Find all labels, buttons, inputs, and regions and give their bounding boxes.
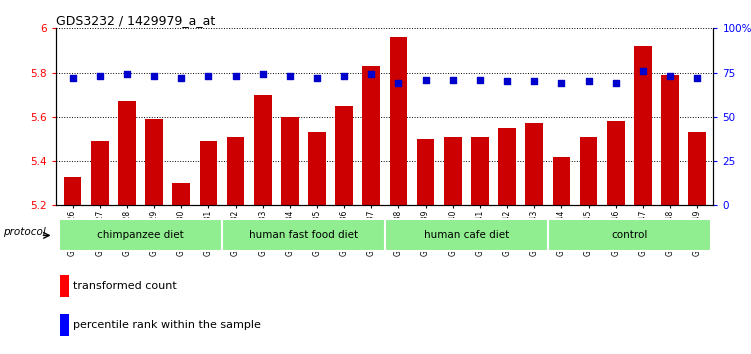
- Bar: [59, 219, 222, 251]
- Text: transformed count: transformed count: [73, 281, 176, 291]
- Bar: [222, 219, 385, 251]
- Bar: [308, 132, 326, 205]
- Bar: [498, 128, 516, 205]
- Bar: [60, 314, 69, 336]
- Point: [257, 72, 269, 77]
- Bar: [385, 219, 547, 251]
- Bar: [526, 124, 543, 205]
- Text: GDS3232 / 1429979_a_at: GDS3232 / 1429979_a_at: [56, 14, 216, 27]
- Point: [501, 79, 513, 84]
- Point: [556, 80, 568, 86]
- Bar: [553, 156, 570, 205]
- Bar: [689, 132, 706, 205]
- Point: [393, 80, 405, 86]
- Point: [311, 75, 323, 81]
- Bar: [363, 66, 380, 205]
- Bar: [580, 137, 597, 205]
- Bar: [336, 106, 353, 205]
- Point: [67, 75, 79, 81]
- Point: [284, 73, 296, 79]
- Text: protocol: protocol: [3, 227, 46, 237]
- Bar: [547, 219, 710, 251]
- Point: [94, 73, 106, 79]
- Bar: [471, 137, 489, 205]
- Point: [447, 77, 459, 82]
- Bar: [281, 117, 299, 205]
- Point: [528, 79, 540, 84]
- Bar: [64, 177, 81, 205]
- Text: chimpanzee diet: chimpanzee diet: [97, 230, 184, 240]
- Point: [230, 73, 242, 79]
- Bar: [634, 46, 652, 205]
- Bar: [200, 141, 217, 205]
- Point: [637, 68, 649, 74]
- Point: [175, 75, 187, 81]
- Point: [610, 80, 622, 86]
- Point: [691, 75, 703, 81]
- Bar: [417, 139, 434, 205]
- Point: [338, 73, 350, 79]
- Point: [202, 73, 214, 79]
- Bar: [145, 119, 163, 205]
- Bar: [390, 37, 407, 205]
- Text: human fast food diet: human fast food diet: [249, 230, 358, 240]
- Bar: [173, 183, 190, 205]
- Point: [420, 77, 432, 82]
- Bar: [91, 141, 109, 205]
- Bar: [118, 101, 136, 205]
- Text: percentile rank within the sample: percentile rank within the sample: [73, 320, 261, 330]
- Point: [474, 77, 486, 82]
- Bar: [227, 137, 244, 205]
- Bar: [60, 275, 69, 297]
- Text: human cafe diet: human cafe diet: [424, 230, 509, 240]
- Point: [664, 73, 676, 79]
- Point: [121, 72, 133, 77]
- Point: [148, 73, 160, 79]
- Bar: [254, 95, 272, 205]
- Bar: [607, 121, 625, 205]
- Bar: [661, 75, 679, 205]
- Point: [583, 79, 595, 84]
- Bar: [444, 137, 462, 205]
- Point: [365, 72, 377, 77]
- Text: control: control: [611, 230, 647, 240]
